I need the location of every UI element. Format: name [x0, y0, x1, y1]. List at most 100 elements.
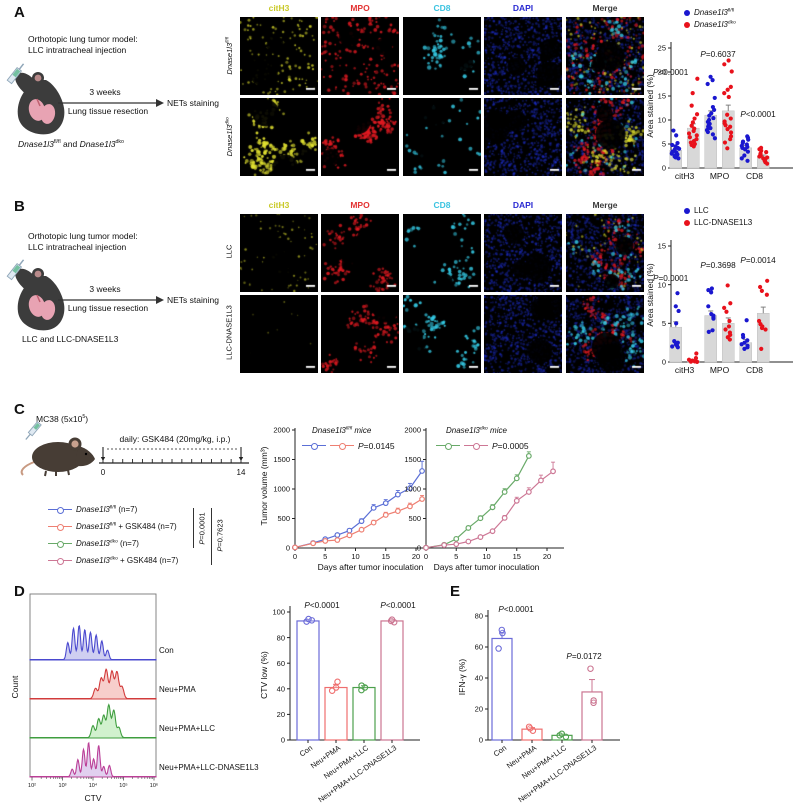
svg-text:5: 5: [323, 552, 327, 561]
micro-b2-merge: [566, 295, 644, 373]
c-left-xlabel: Days after tumor inoculation: [317, 562, 424, 572]
svg-text:20: 20: [475, 705, 483, 714]
c-right-inline-legend: P=0.0005: [436, 441, 529, 451]
workflow-arrow-b: [58, 296, 164, 304]
c-legend-item-3: Dnase1l3dko (n=7): [48, 539, 139, 548]
c-left-line-chart: 0 500 1000 1500 2000 0 5 10 15 20: [273, 426, 433, 561]
svg-text:10⁴: 10⁴: [89, 782, 98, 789]
micro-b2-cd8: [403, 295, 481, 373]
micro-b2-dapi: [484, 295, 562, 373]
svg-text:citH3: citH3: [675, 365, 695, 375]
svg-text:10⁵: 10⁵: [119, 782, 127, 789]
svg-text:15: 15: [382, 552, 390, 561]
micro-b2-cith3: [240, 295, 318, 373]
d-flow-histogram: 10² 10³ 10⁴ 10⁵ 10⁶: [28, 593, 158, 789]
micro-b1-cd8: [403, 214, 481, 292]
svg-text:10⁶: 10⁶: [150, 782, 158, 789]
micro-a1-mpo: [321, 17, 399, 95]
c-right-xlabel: Days after tumor inoculation: [433, 562, 540, 572]
svg-text:0: 0: [662, 358, 666, 367]
bracket-p2: P=0.7623: [215, 519, 225, 552]
line-symbol: [330, 442, 354, 450]
channel-header: citH3: [268, 200, 290, 210]
svg-text:0: 0: [286, 544, 290, 553]
svg-text:P=0.0172: P=0.0172: [566, 652, 602, 661]
svg-text:60: 60: [277, 659, 285, 668]
stat-bracket-2: [211, 508, 212, 565]
c-right-title: Dnase1l3dko mice: [446, 426, 507, 435]
mc38-label: MC38 (5x105): [36, 414, 89, 424]
svg-text:P<0.0001: P<0.0001: [653, 68, 689, 77]
svg-text:0: 0: [101, 468, 106, 477]
svg-text:5: 5: [662, 140, 666, 149]
panel-e-label: E: [450, 583, 461, 600]
arrow-bottom-label-b: Lung tissue resection: [67, 303, 149, 313]
d-flow-ylabel: Count: [10, 675, 20, 699]
svg-text:10: 10: [482, 552, 490, 561]
line-symbol: [302, 442, 326, 450]
svg-text:14: 14: [237, 468, 246, 477]
stat-bracket-1: [193, 508, 194, 548]
svg-text:500: 500: [408, 514, 421, 523]
legend-dot: [684, 219, 690, 226]
micro-a1-cith3: [240, 17, 318, 95]
d-flow-xlabel: CTV: [84, 793, 102, 803]
bracket-p1: P=0.0001: [197, 512, 207, 545]
svg-text:MPO: MPO: [710, 365, 730, 375]
svg-text:15: 15: [658, 92, 666, 101]
line-symbol: [48, 540, 72, 548]
svg-text:15: 15: [513, 552, 521, 561]
svg-text:CD8: CD8: [746, 171, 763, 181]
svg-text:10²: 10²: [28, 783, 36, 789]
legend-a-1: Dnase1l3fl/fl: [684, 8, 734, 17]
arrow-target-b: NETs staining: [167, 295, 219, 305]
svg-text:0: 0: [424, 552, 428, 561]
micro-b1-mpo: [321, 214, 399, 292]
svg-text:25: 25: [658, 44, 666, 53]
d-flow-row-label: Neu+PMA: [159, 685, 196, 694]
legend-dot: [684, 207, 690, 214]
panel-c-label: C: [14, 401, 25, 418]
legend-dot: [684, 21, 690, 28]
arrow-bottom-label-a: Lung tissue resection: [67, 106, 149, 116]
svg-text:P<0.0001: P<0.0001: [498, 605, 534, 614]
panel-a-label: A: [14, 4, 25, 21]
svg-text:10: 10: [351, 552, 359, 561]
svg-text:10: 10: [658, 116, 666, 125]
channel-header: citH3: [268, 3, 290, 13]
b-dot-plot: 0 5 10 15 citH3 MPO CD8 P=0.0001 P=0.3698 P=0.001…: [653, 240, 793, 375]
micro-b2-mpo: [321, 295, 399, 373]
svg-text:10: 10: [658, 280, 666, 289]
c-legend-item-4: Dnase1l3dko + GSK484 (n=7): [48, 556, 178, 565]
svg-text:1000: 1000: [404, 485, 421, 494]
svg-text:100: 100: [272, 608, 285, 617]
svg-text:P=0.0014: P=0.0014: [740, 256, 776, 265]
svg-text:P=0.6037: P=0.6037: [700, 50, 736, 59]
micro-a2-dapi: [484, 98, 562, 176]
micro-a1-merge: [566, 17, 644, 95]
d-flow-row-label: Con: [159, 646, 174, 655]
micro-a1-dapi: [484, 17, 562, 95]
model-description-b: Orthotopic lung tumor model: LLC intratr…: [28, 231, 138, 253]
e-bar-chart: 020406080ConNeu+PMANeu+PMA+LLCNeu+PMA+LL…: [475, 605, 620, 804]
channel-header: CD8: [433, 200, 451, 210]
model-description-a: Orthotopic lung tumor model: LLC intratr…: [28, 34, 138, 56]
svg-text:0: 0: [479, 736, 483, 745]
micro-b1-dapi: [484, 214, 562, 292]
micro-b1-cith3: [240, 214, 318, 292]
svg-text:P=0.0001: P=0.0001: [653, 274, 689, 283]
svg-text:MPO: MPO: [710, 171, 730, 181]
svg-text:5: 5: [454, 552, 458, 561]
channel-header: DAPI: [512, 3, 534, 13]
line-symbol: [48, 557, 72, 565]
legend-a-2: Dnase1l3dko: [684, 20, 736, 29]
a-dot-plot: 0 5 10 15 20 25 citH3 MPO CD8 P<0.0001 P=0.6037 P<0…: [653, 42, 793, 181]
svg-text:Con: Con: [298, 743, 314, 758]
dosing-text: daily: GSK484 (20mg/kg, i.p.): [119, 434, 231, 444]
svg-text:P=0.3698: P=0.3698: [700, 261, 736, 270]
c-left-title: Dnase1l3fl/fl mice: [312, 426, 372, 435]
row-label-a2: Dnase1l3dko: [224, 117, 234, 157]
row-label-b2: LLC-DNASE1L3: [224, 305, 234, 360]
svg-text:CD8: CD8: [746, 365, 763, 375]
